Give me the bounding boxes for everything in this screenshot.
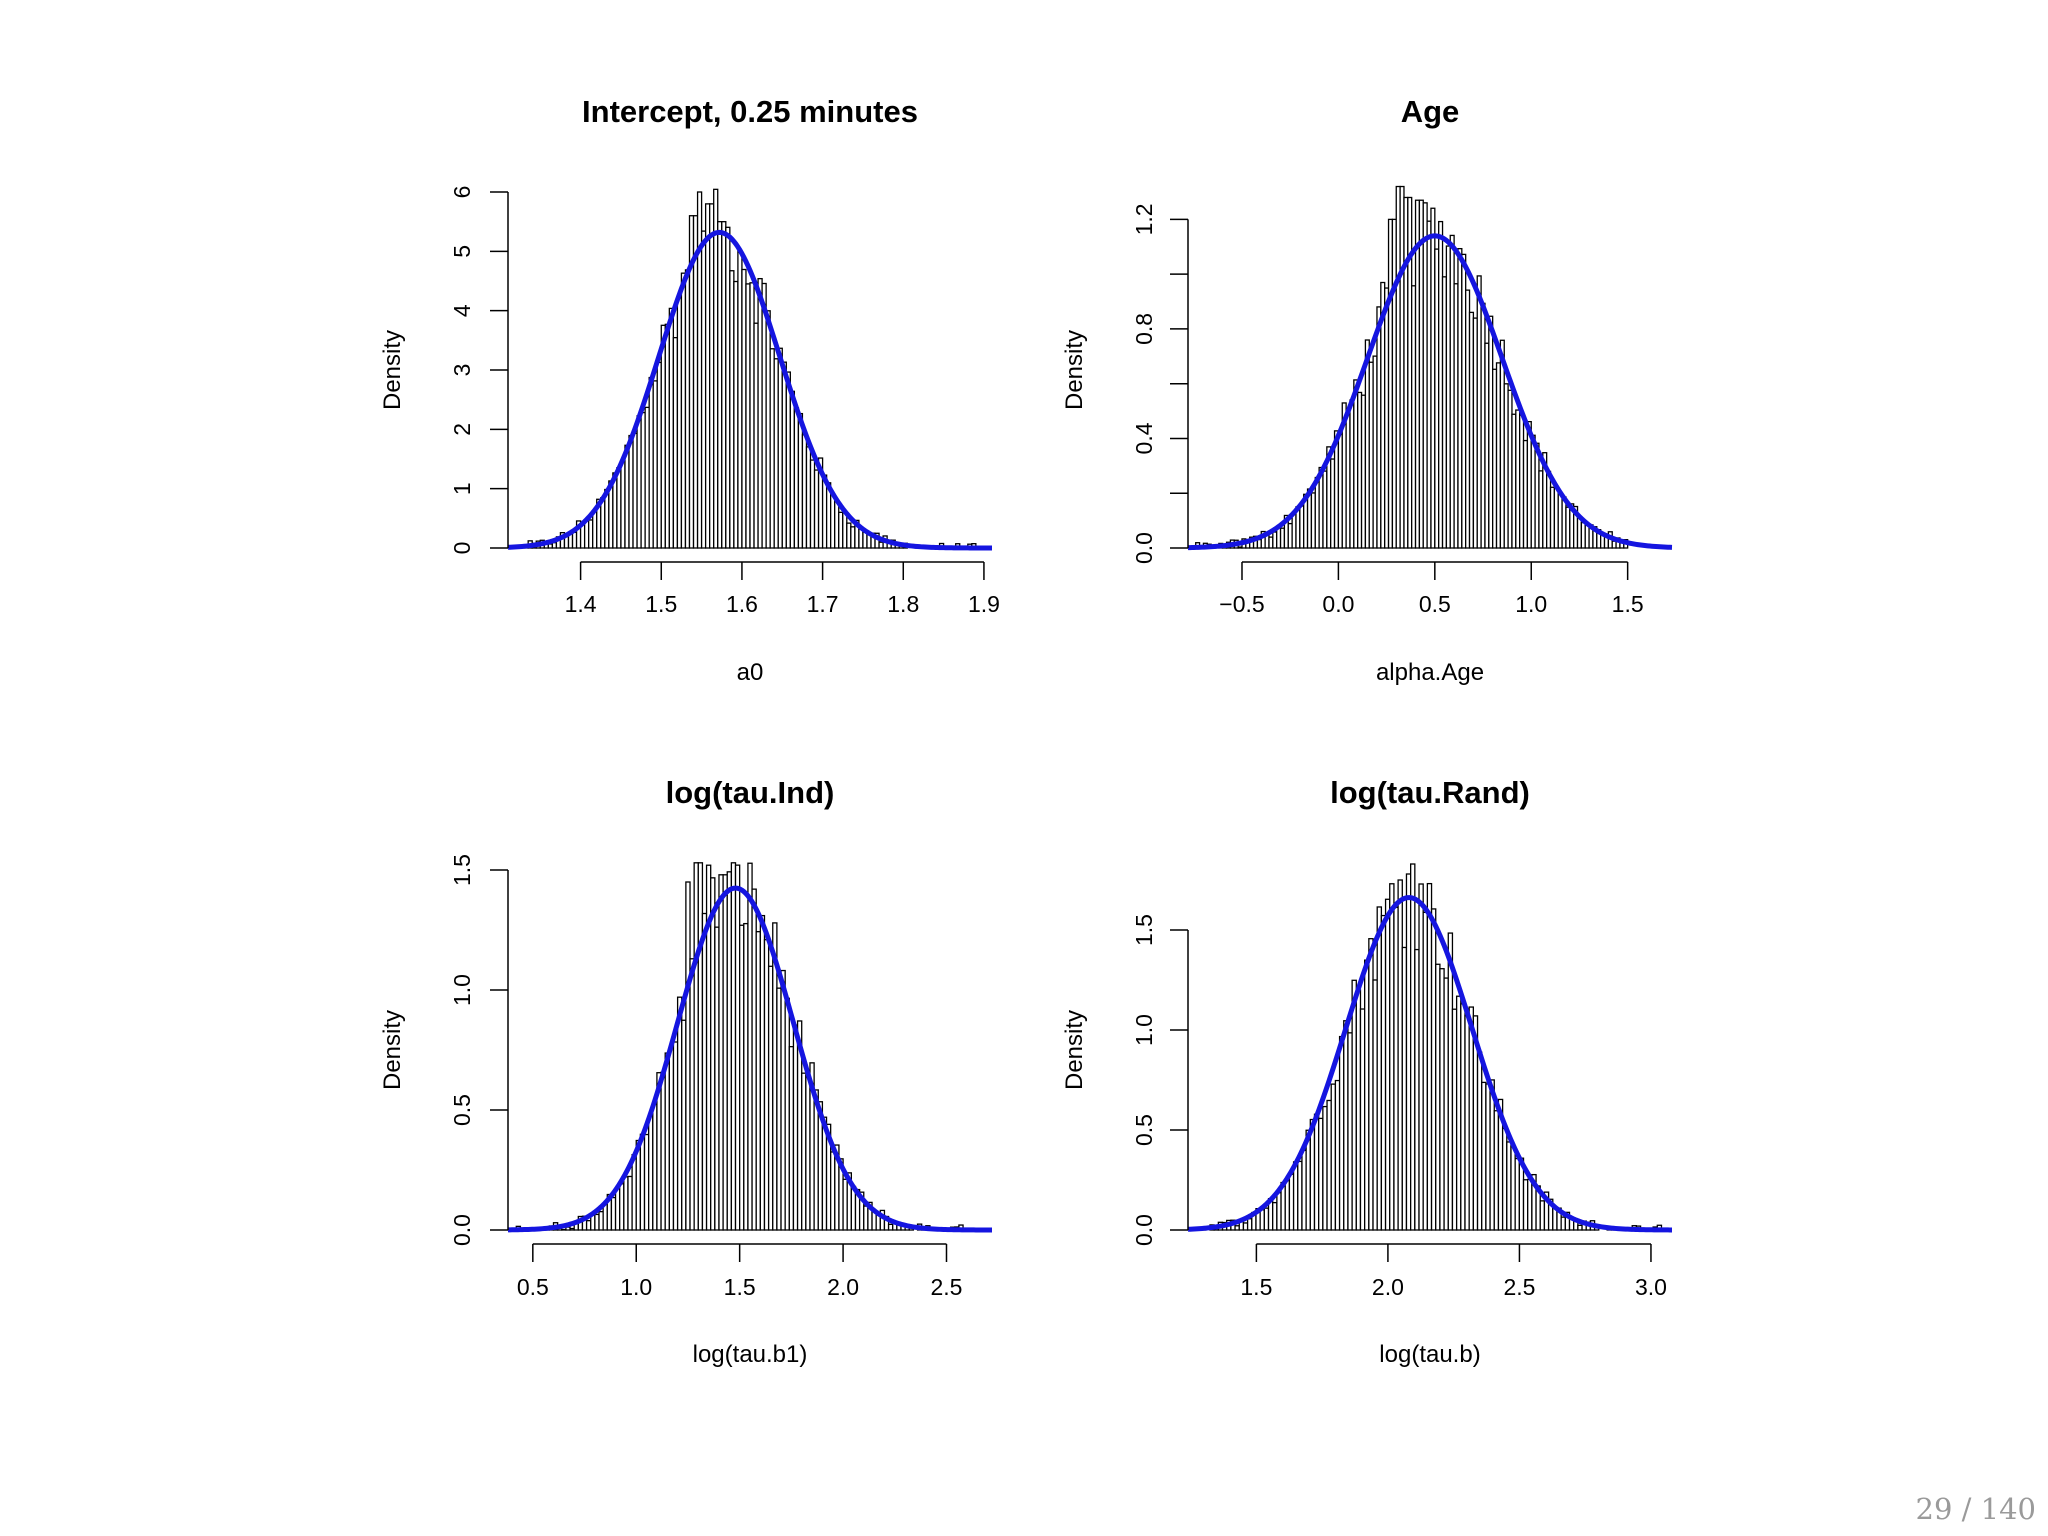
x-tick-label: 1.4: [565, 591, 597, 617]
page-total: 140: [1980, 1492, 2036, 1526]
x-tick-label: 3.0: [1635, 1274, 1667, 1300]
histogram-panel-3: log(tau.Ind) 0.0 0.5 1.0 1.5 Density 0.5 1.0 1.5…: [379, 775, 993, 1368]
y-axis: 0 1 2 3 4 5 6: [449, 186, 509, 555]
page-number: 29 / 140: [1916, 1492, 2036, 1526]
x-axis: −0.5 0.0 0.5 1.0 1.5: [1219, 561, 1644, 617]
panel-title: Age: [1401, 94, 1460, 129]
x-tick-label: 1.5: [1240, 1274, 1272, 1300]
y-tick-label: 1.2: [1131, 203, 1157, 235]
page-separator: /: [1961, 1492, 1972, 1526]
x-axis-label: a0: [737, 659, 764, 686]
y-tick-label: 1.0: [449, 974, 475, 1006]
x-tick-label: 0.0: [1322, 591, 1354, 617]
y-tick-label: 6: [449, 186, 475, 199]
histogram-bars: [1192, 863, 1663, 1231]
x-axis-label: alpha.Age: [1376, 659, 1484, 686]
y-tick-label: 3: [449, 364, 475, 377]
y-axis-label: Density: [1061, 330, 1088, 410]
histogram-bars: [1195, 185, 1629, 549]
density-curve: [1187, 233, 1673, 551]
x-tick-label: 2.5: [1503, 1274, 1535, 1300]
histogram-panel-4: log(tau.Rand) 0.0 0.5 1.0 1.5 Density 1.5 2.0 2.…: [1061, 775, 1673, 1368]
x-tick-label: −0.5: [1219, 591, 1264, 617]
histogram-panel-1: Intercept, 0.25 minutes 0 1 2 3 4 5 6 Density 1.4…: [379, 94, 1000, 686]
y-tick-label: 0.0: [1131, 532, 1157, 564]
x-tick-label: 1.9: [968, 591, 1000, 617]
x-tick-label: 1.5: [1612, 591, 1644, 617]
y-tick-label: 1.5: [1131, 914, 1157, 946]
x-tick-label: 2.5: [931, 1274, 963, 1300]
x-tick-label: 1.0: [620, 1274, 652, 1300]
x-tick-label: 1.7: [807, 591, 839, 617]
x-tick-label: 1.8: [887, 591, 919, 617]
x-axis-label: log(tau.b1): [693, 1341, 808, 1368]
y-tick-label: 0: [449, 542, 475, 555]
y-tick-label: 4: [449, 304, 475, 317]
x-axis: 0.5 1.0 1.5 2.0 2.5: [517, 1243, 963, 1300]
x-axis: 1.5 2.0 2.5 3.0: [1240, 1243, 1667, 1300]
density-curve: [1187, 895, 1673, 1233]
density-curve: [507, 229, 993, 551]
density-curve: [507, 885, 993, 1233]
x-tick-label: 0.5: [1419, 591, 1451, 617]
y-axis: 0.0 0.4 0.8 1.2: [1131, 203, 1189, 564]
panel-title: log(tau.Ind): [666, 775, 835, 810]
x-tick-label: 1.5: [724, 1274, 756, 1300]
histogram-bars: [515, 862, 964, 1231]
y-axis: 0.0 0.5 1.0 1.5: [1131, 914, 1189, 1246]
y-tick-label: 0.4: [1131, 422, 1157, 454]
y-tick-label: 0.8: [1131, 313, 1157, 345]
y-tick-label: 0.0: [1131, 1214, 1157, 1246]
y-tick-label: 1.0: [1131, 1014, 1157, 1046]
y-tick-label: 0.5: [1131, 1114, 1157, 1146]
y-axis: 0.0 0.5 1.0 1.5: [449, 854, 509, 1246]
y-tick-label: 1.5: [449, 854, 475, 886]
y-axis-label: Density: [379, 1010, 406, 1090]
x-tick-label: 2.0: [1372, 1274, 1404, 1300]
x-tick-label: 1.6: [726, 591, 758, 617]
x-axis: 1.4 1.5 1.6 1.7 1.8 1.9: [565, 561, 1000, 617]
y-axis-label: Density: [379, 330, 406, 410]
x-tick-label: 1.5: [645, 591, 677, 617]
x-tick-label: 0.5: [517, 1274, 549, 1300]
y-tick-label: 1: [449, 482, 475, 495]
histogram-bars: [523, 188, 977, 549]
page-current: 29: [1915, 1492, 1953, 1526]
x-axis-label: log(tau.b): [1379, 1341, 1480, 1368]
x-tick-label: 1.0: [1515, 591, 1547, 617]
x-tick-label: 2.0: [827, 1274, 859, 1300]
panel-title: Intercept, 0.25 minutes: [582, 94, 918, 129]
histogram-panel-2: Age 0.0 0.4 0.8 1.2 Density −0.5 0.0 0.5 1.0 1.5 al…: [1061, 94, 1673, 686]
y-axis-label: Density: [1061, 1010, 1088, 1090]
y-tick-label: 0.5: [449, 1094, 475, 1126]
panel-title: log(tau.Rand): [1330, 775, 1530, 810]
y-tick-label: 2: [449, 423, 475, 436]
y-tick-label: 5: [449, 245, 475, 258]
y-tick-label: 0.0: [449, 1214, 475, 1246]
